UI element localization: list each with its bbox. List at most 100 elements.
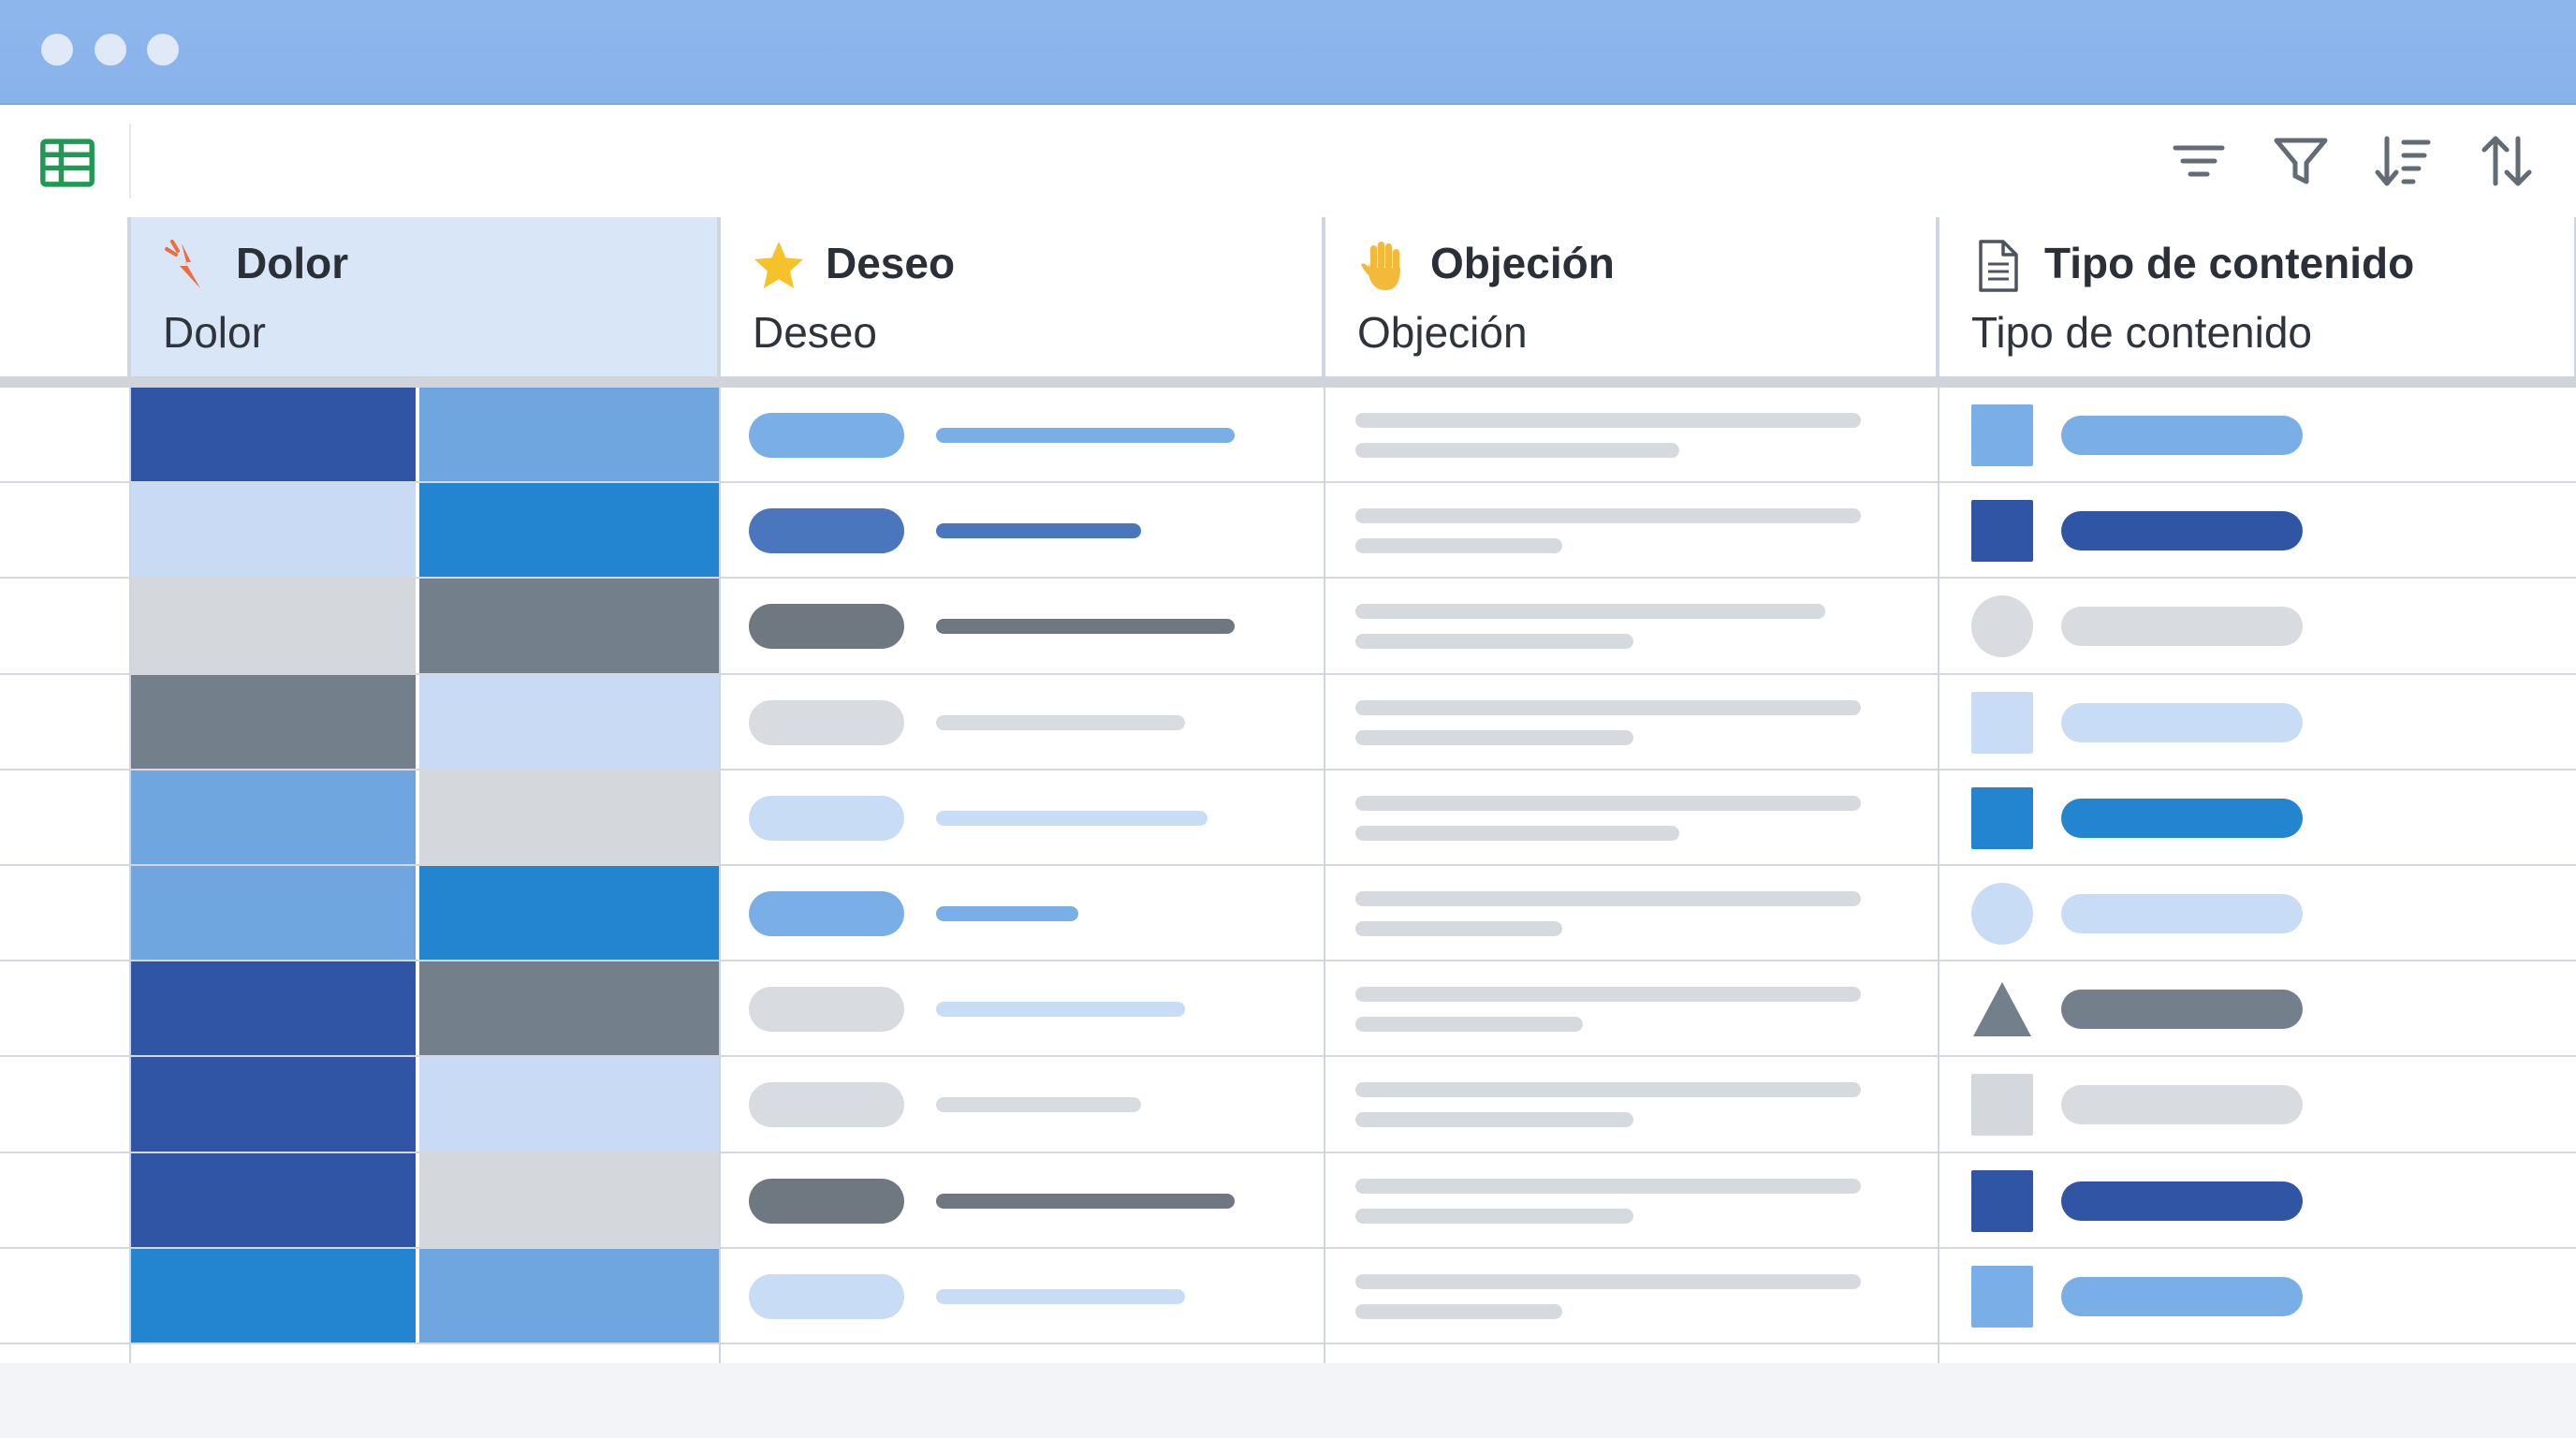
tipo-bar[interactable] — [2061, 798, 2303, 838]
objecion-text-line — [1355, 1303, 1562, 1319]
row-header[interactable] — [0, 1152, 129, 1247]
dolor-color-cell[interactable] — [131, 770, 417, 864]
deseo-pill[interactable] — [749, 508, 904, 554]
spreadsheet-grid-icon[interactable] — [34, 129, 95, 191]
column-header-tipo-de-contenido[interactable]: Tipo de contenido Tipo de contenido — [1938, 217, 2576, 378]
table-row[interactable] — [0, 483, 2576, 580]
content-type-triangle-icon — [1973, 982, 2031, 1037]
deseo-bar — [936, 1193, 1235, 1209]
row-header[interactable] — [0, 770, 129, 864]
deseo-bar — [936, 1002, 1185, 1018]
dolor-color-cell[interactable] — [131, 1152, 417, 1247]
filter-lines-icon[interactable] — [2164, 127, 2232, 195]
table-row[interactable] — [0, 961, 2576, 1058]
dolor-color-cell[interactable] — [419, 674, 719, 769]
column-title: Dolor — [236, 239, 349, 287]
deseo-bar — [936, 714, 1185, 730]
table-row[interactable] — [0, 1248, 2576, 1344]
row-header-corner — [0, 217, 129, 378]
tipo-bar[interactable] — [2061, 990, 2303, 1030]
table-row[interactable] — [0, 674, 2576, 770]
row-header[interactable] — [0, 1248, 129, 1343]
funnel-filter-icon[interactable] — [2267, 127, 2334, 195]
deseo-pill[interactable] — [749, 1082, 904, 1128]
dolor-color-cell[interactable] — [131, 483, 417, 578]
table-row[interactable] — [0, 579, 2576, 675]
objecion-text-line — [1355, 825, 1679, 841]
row-header[interactable] — [0, 483, 129, 578]
sort-descending-icon[interactable] — [2370, 127, 2437, 195]
dolor-color-cell[interactable] — [419, 1057, 719, 1152]
dolor-color-cell[interactable] — [419, 1248, 719, 1343]
window-close-button[interactable] — [41, 34, 73, 66]
dolor-color-cell[interactable] — [131, 961, 417, 1056]
row-header[interactable] — [0, 674, 129, 769]
column-header-objecion[interactable]: Objeción Objeción — [1324, 217, 1938, 378]
tipo-bar[interactable] — [2061, 511, 2303, 551]
sort-toggle-icon[interactable] — [2473, 127, 2540, 195]
tipo-bar[interactable] — [2061, 702, 2303, 742]
dolor-color-cell[interactable] — [131, 388, 417, 482]
dolor-color-cell[interactable] — [419, 1152, 719, 1247]
dolor-color-cell[interactable] — [419, 961, 719, 1056]
row-header[interactable] — [0, 579, 129, 673]
row-header[interactable] — [0, 866, 129, 961]
column-title: Deseo — [826, 239, 956, 287]
pain-lightning-icon — [159, 236, 219, 296]
dolor-color-cell[interactable] — [419, 483, 719, 578]
objecion-text-line — [1355, 921, 1562, 937]
objecion-text-line — [1355, 1273, 1861, 1289]
column-divider — [719, 217, 721, 1363]
row-header[interactable] — [0, 961, 129, 1056]
tipo-bar[interactable] — [2061, 607, 2303, 647]
dolor-color-cell[interactable] — [131, 1057, 417, 1152]
table-row[interactable] — [0, 770, 2576, 866]
tipo-bar[interactable] — [2061, 894, 2303, 934]
dolor-color-cell[interactable] — [419, 388, 719, 482]
column-divider — [1324, 217, 1325, 1363]
deseo-pill[interactable] — [749, 1273, 904, 1319]
row-header[interactable] — [0, 1057, 129, 1152]
raised-hand-icon — [1354, 236, 1413, 296]
objecion-text-line — [1355, 508, 1861, 524]
deseo-pill[interactable] — [749, 891, 904, 937]
deseo-pill[interactable] — [749, 795, 904, 841]
dolor-color-cell[interactable] — [419, 866, 719, 961]
dolor-color-cell[interactable] — [131, 579, 417, 673]
dolor-color-cell[interactable] — [131, 1248, 417, 1343]
content-type-circle-icon — [1971, 883, 2033, 946]
column-divider — [129, 217, 131, 1363]
deseo-pill[interactable] — [749, 1178, 904, 1224]
table-row[interactable] — [0, 1057, 2576, 1153]
deseo-pill[interactable] — [749, 699, 904, 745]
objecion-text-line — [1355, 538, 1562, 554]
deseo-pill[interactable] — [749, 604, 904, 650]
dolor-color-cell[interactable] — [419, 579, 719, 673]
objecion-text-line — [1355, 413, 1861, 429]
objecion-text-line — [1355, 604, 1825, 620]
row-header[interactable] — [0, 388, 129, 482]
data-grid: Dolor Dolor Deseo Deseo Objeción Objeció… — [0, 217, 2576, 1363]
objecion-text-line — [1355, 443, 1679, 459]
star-icon — [749, 236, 809, 296]
window-minimize-button[interactable] — [95, 34, 126, 66]
table-row[interactable] — [0, 388, 2576, 484]
tipo-bar[interactable] — [2061, 1085, 2303, 1125]
dolor-color-cell[interactable] — [131, 674, 417, 769]
dolor-color-cell[interactable] — [419, 770, 719, 864]
column-header-dolor[interactable]: Dolor Dolor — [129, 217, 719, 378]
deseo-pill[interactable] — [749, 987, 904, 1033]
column-header-deseo[interactable]: Deseo Deseo — [719, 217, 1324, 378]
content-type-square-icon — [1971, 1169, 2033, 1232]
tipo-bar[interactable] — [2061, 1181, 2303, 1221]
objecion-text-line — [1355, 1082, 1861, 1098]
toolbar-divider — [129, 124, 131, 198]
table-row[interactable] — [0, 1152, 2576, 1249]
table-row[interactable] — [0, 866, 2576, 962]
window-maximize-button[interactable] — [147, 34, 179, 66]
dolor-color-cell[interactable] — [131, 866, 417, 961]
tipo-bar[interactable] — [2061, 416, 2303, 456]
tipo-bar[interactable] — [2061, 1276, 2303, 1316]
deseo-pill[interactable] — [749, 413, 904, 459]
objecion-text-line — [1355, 634, 1633, 650]
